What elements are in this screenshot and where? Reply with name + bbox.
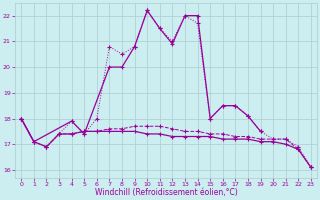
X-axis label: Windchill (Refroidissement éolien,°C): Windchill (Refroidissement éolien,°C) [95,188,237,197]
